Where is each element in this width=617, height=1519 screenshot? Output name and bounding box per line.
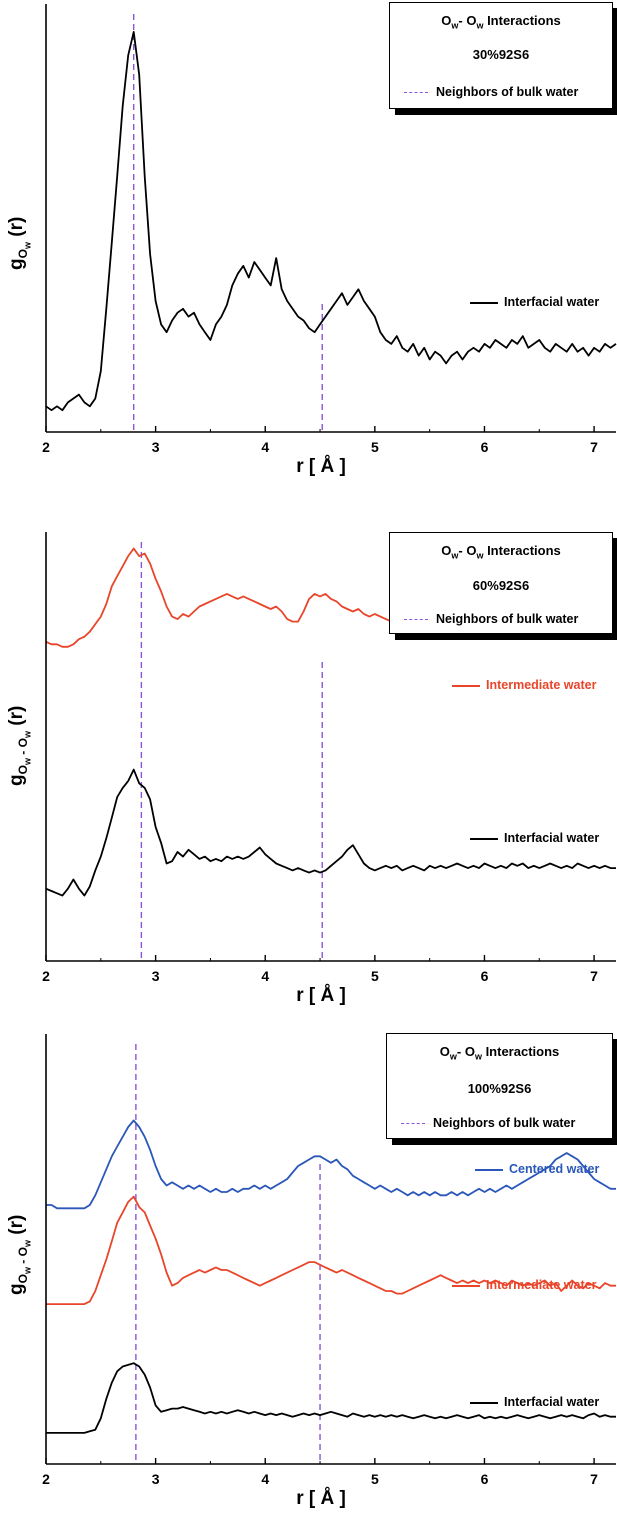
series-line-1 [46, 1119, 616, 1210]
series-line-1 [45, 31, 617, 412]
x-axis-label: r [ Å ] [296, 1488, 346, 1509]
x-tick-label: 7 [590, 968, 598, 984]
x-tick-label: 3 [152, 439, 160, 455]
series-label-interfacial-3: Interfacial water [470, 1395, 599, 1409]
x-tick-label: 7 [590, 439, 598, 455]
legend-reference-1: Neighbors of bulk water [404, 85, 578, 99]
legend-subtitle-2: 60%92S6 [472, 578, 530, 593]
x-tick-label: 5 [371, 968, 379, 984]
legend-reference-2: Neighbors of bulk water [404, 612, 578, 626]
x-tick-label: 5 [371, 439, 379, 455]
series-label-interfacial-2: Interfacial water [470, 831, 599, 845]
x-tick-label: 7 [590, 1471, 598, 1487]
series-label-centered-3: Centered water [475, 1162, 599, 1176]
x-axis-label: r [ Å ] [296, 456, 346, 477]
legend-subtitle-3: 100%92S6 [467, 1081, 532, 1096]
x-tick-label: 2 [42, 968, 50, 984]
legend-title-2: Ow- Ow Interactions [441, 543, 561, 561]
legend-title-1: Ow- Ow Interactions [441, 13, 561, 31]
x-tick-label: 6 [481, 1471, 489, 1487]
x-tick-label: 4 [261, 968, 269, 984]
x-tick-label: 5 [371, 1471, 379, 1487]
x-tick-label: 4 [261, 439, 269, 455]
series-line-3 [46, 1362, 616, 1434]
x-tick-label: 2 [42, 439, 50, 455]
series-label-intermediate-3: Intermediate water [452, 1278, 596, 1292]
x-tick-label: 4 [261, 1471, 269, 1487]
x-tick-label: 6 [481, 968, 489, 984]
x-axis-label: r [ Å ] [296, 985, 346, 1006]
x-tick-label: 3 [152, 1471, 160, 1487]
series-line-2 [45, 768, 616, 897]
chart-svg-2: 2 3 4 5 6 7 r [ Å ] [42, 532, 616, 1006]
legend-box-1: Ow- Ow Interactions 30%92S6 Neighbors of… [389, 2, 613, 109]
legend-box-3: Ow- Ow Interactions 100%92S6 Neighbors o… [386, 1033, 613, 1139]
x-tick-label: 6 [481, 439, 489, 455]
series-line-2 [46, 1195, 616, 1305]
legend-reference-3: Neighbors of bulk water [401, 1116, 575, 1130]
legend-title-3: Ow- Ow Interactions [439, 1044, 560, 1062]
x-tick-label: 2 [42, 1471, 50, 1487]
chart-svg-3: 2 3 4 5 6 7 r [ Å ] [42, 1034, 616, 1509]
series-label-intermediate-2: Intermediate water [452, 678, 596, 692]
series-label-interfacial-1: Interfacial water [470, 295, 599, 309]
chart-svg-1: 2 3 4 5 6 7 r [ Å ] [42, 4, 617, 477]
legend-subtitle-1: 30%92S6 [472, 47, 530, 62]
x-tick-label: 3 [152, 968, 160, 984]
legend-box-2: Ow- Ow Interactions 60%92S6 Neighbors of… [389, 532, 613, 634]
